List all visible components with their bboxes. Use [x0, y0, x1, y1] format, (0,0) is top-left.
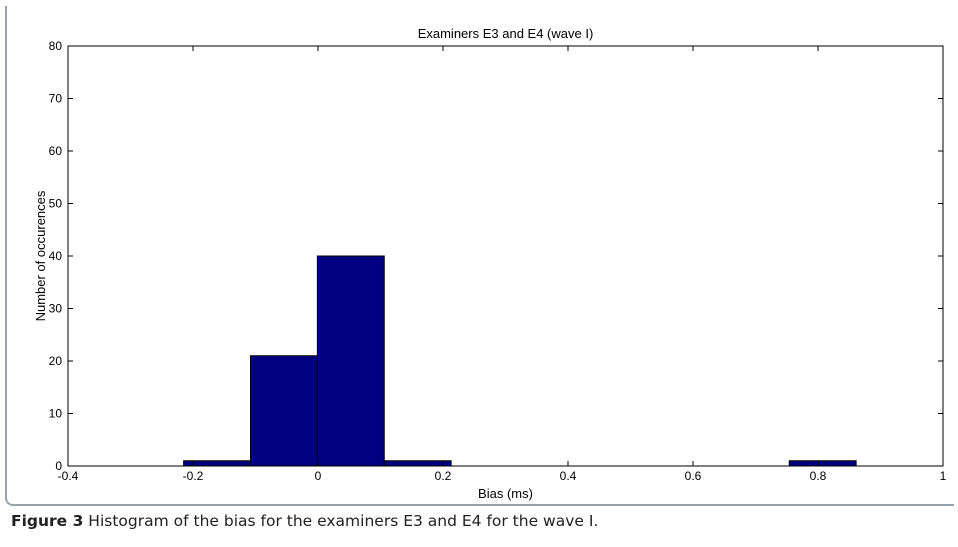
y-tick-label: 50 [49, 197, 63, 211]
plot-area [67, 45, 944, 467]
histogram-chart: -0.4 -0.2 0 0.2 0.4 0.6 0.8 1 0 10 20 30 40 50 60 70 80… [33, 26, 947, 501]
y-tick-label: 40 [49, 249, 63, 263]
x-tick-label: 0.8 [810, 469, 827, 483]
histogram-bar [316, 255, 385, 467]
histogram-bar [183, 460, 251, 467]
x-tick-label: 0.4 [560, 469, 577, 483]
y-tick-label: 80 [49, 39, 63, 53]
figure-caption-text: Histogram of the bias for the examiners … [83, 512, 599, 530]
chart-title: Examiners E3 and E4 (wave I) [418, 26, 594, 41]
bars-layer [183, 255, 857, 467]
y-tick-label: 60 [49, 144, 63, 158]
y-tick-label: 70 [49, 92, 63, 106]
y-tick-label: 30 [49, 302, 63, 316]
histogram-bar [383, 460, 452, 467]
y-tick-label: 10 [49, 407, 63, 421]
x-tick-label: 0 [315, 469, 322, 483]
x-tick-label: 0.2 [435, 469, 452, 483]
x-axis-label: Bias (ms) [478, 486, 533, 501]
y-axis: 0 10 20 30 40 50 60 70 80 [49, 39, 943, 473]
figure-caption-label: Figure 3 [11, 512, 84, 530]
x-axis: -0.4 -0.2 0 0.2 0.4 0.6 0.8 1 [58, 46, 947, 483]
figure-caption: Figure 3 Histogram of the bias for the e… [11, 512, 598, 530]
y-tick-label: 20 [49, 354, 63, 368]
x-tick-label: 0.6 [685, 469, 702, 483]
y-tick-label: 0 [55, 459, 62, 473]
figure-panel [5, 6, 954, 506]
histogram-bar [788, 460, 857, 467]
x-tick-label: -0.2 [183, 469, 204, 483]
x-tick-label: 1 [940, 469, 947, 483]
x-tick-label: -0.4 [58, 469, 79, 483]
y-axis-label: Number of occurences [33, 190, 48, 321]
histogram-bar [250, 355, 318, 467]
